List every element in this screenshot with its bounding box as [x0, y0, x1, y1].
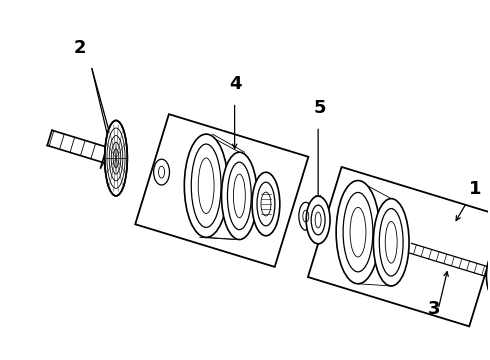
- Text: 5: 5: [313, 99, 326, 117]
- Ellipse shape: [299, 202, 313, 230]
- Text: 2: 2: [74, 39, 86, 57]
- Text: 3: 3: [428, 300, 441, 318]
- Ellipse shape: [184, 134, 228, 237]
- Ellipse shape: [373, 199, 409, 286]
- Ellipse shape: [306, 196, 330, 244]
- Text: 1: 1: [469, 180, 481, 198]
- Polygon shape: [308, 167, 490, 327]
- Ellipse shape: [252, 172, 280, 236]
- Ellipse shape: [487, 248, 490, 303]
- Polygon shape: [135, 114, 308, 267]
- Text: 4: 4: [230, 75, 242, 93]
- Ellipse shape: [105, 121, 127, 196]
- Ellipse shape: [221, 152, 257, 239]
- Ellipse shape: [336, 181, 380, 284]
- Ellipse shape: [153, 159, 170, 185]
